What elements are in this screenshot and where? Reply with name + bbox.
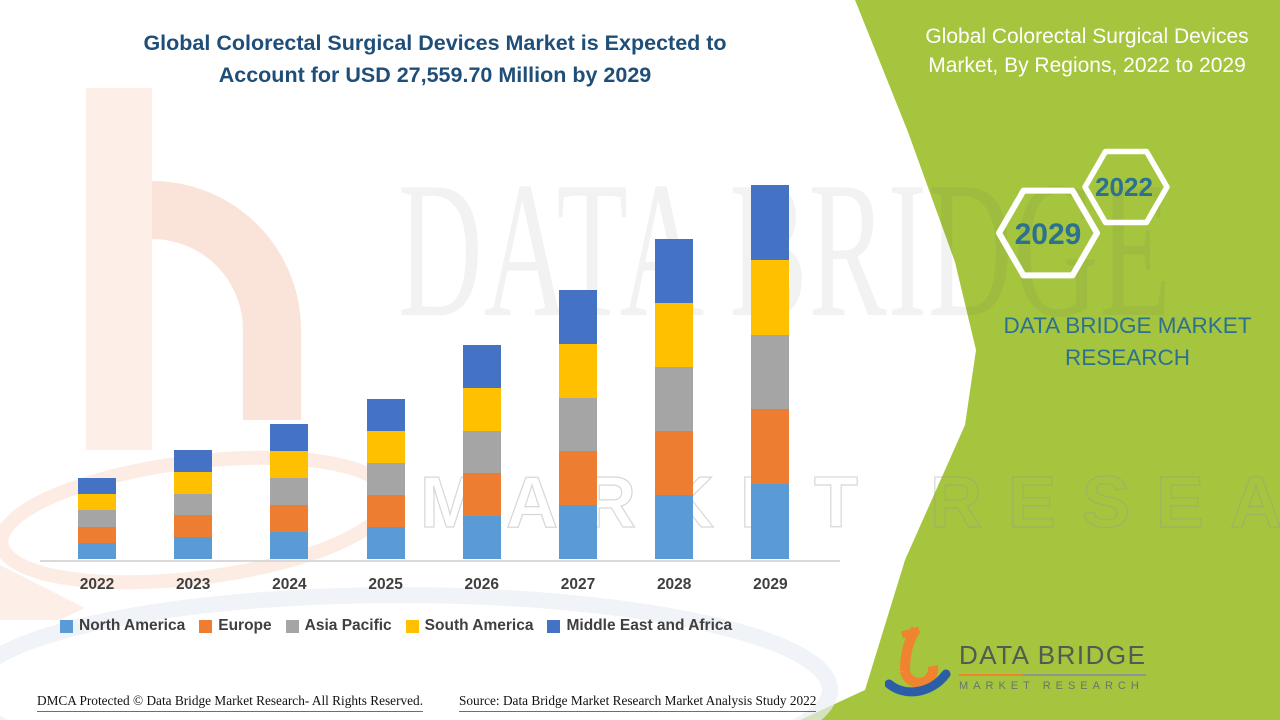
page-title-line2: Account for USD 27,559.70 Million by 202… [218,63,652,87]
logo-text-block: DATA BRIDGE MARKET RESEARCH [959,640,1147,692]
bar-segment-2028-europe [655,430,694,495]
bar-segment-2029-asia-pacific [751,334,790,410]
bar-segment-2023-asia-pacific [174,493,213,516]
bar-segment-2029-middle-east-and-africa [751,185,790,260]
source-note: Source: Data Bridge Market Research Mark… [459,693,817,712]
page-title-line1: Global Colorectal Surgical Devices Marke… [143,31,727,55]
page-title: Global Colorectal Surgical Devices Marke… [60,27,810,91]
bar-segment-2022-south-america [78,494,116,511]
legend-label: Asia Pacific [304,617,392,634]
legend-item-north-america: North America [60,617,185,635]
logo-brand-text: DATA BRIDGE [959,640,1147,670]
legend-label: Europe [218,617,272,634]
data-bridge-logo-icon [885,626,951,697]
bar-segment-2025-south-america [366,430,405,463]
legend-swatch-icon [199,619,213,633]
bar-segment-2027-middle-east-and-africa [559,290,597,344]
bar-segment-2025-europe [366,494,405,527]
x-axis-label-2028: 2028 [656,576,692,593]
legend-swatch-icon [547,619,561,633]
bar-segment-2024-south-america [270,450,309,478]
legend-label: South America [424,617,534,634]
bar-segment-2022-europe [78,526,116,543]
bar-segment-2028-north-america [655,494,694,559]
hexagon-2029-label: 2029 [1015,218,1082,251]
logo-tagline-text: MARKET RESEARCH [959,680,1144,692]
legend-item-middle-east-and-africa: Middle East and Africa [547,617,732,635]
x-axis-label-2026: 2026 [464,576,500,593]
bar-2024 [270,423,309,559]
side-panel-heading-line2: Market, By Regions, 2022 to 2029 [928,54,1246,77]
bar-segment-2027-north-america [559,505,597,559]
x-axis-label-2022: 2022 [79,576,115,593]
bar-segment-2024-europe [270,504,309,532]
side-panel-brand-line2: RESEARCH [1064,345,1191,370]
legend-swatch-icon [285,619,299,633]
bar-2023 [174,450,213,559]
bar-segment-2024-north-america [270,531,309,559]
chart-legend: North America Europe Asia Pacific South Ame… [60,617,732,635]
bar-segment-2026-middle-east-and-africa [462,344,501,388]
legend-item-europe: Europe [199,617,272,635]
bar-2022 [78,477,116,559]
bar-segment-2026-south-america [462,387,501,431]
legend-label: Middle East and Africa [566,617,733,634]
bar-segment-2026-asia-pacific [462,430,501,474]
x-axis-label-2029: 2029 [753,576,788,593]
x-axis-line [40,560,840,562]
bar-segment-2026-north-america [462,516,501,559]
bar-2025 [366,399,405,559]
bar-segment-2029-europe [751,409,790,485]
bar-segment-2023-europe [174,515,213,538]
bar-segment-2029-south-america [751,259,790,335]
bar-segment-2027-south-america [559,343,597,398]
hexagon-2022-label: 2022 [1095,172,1153,202]
bar-segment-2023-middle-east-and-africa [174,450,213,472]
bar-segment-2029-north-america [751,484,790,559]
bar-segment-2022-middle-east-and-africa [78,477,116,495]
bar-segment-2028-south-america [655,302,694,367]
bar-segment-2024-middle-east-and-africa [270,423,309,451]
bar-segment-2028-asia-pacific [655,366,694,431]
bar-segment-2022-asia-pacific [78,510,116,527]
legend-label: North America [79,617,186,634]
bar-segment-2025-asia-pacific [366,462,405,495]
side-panel-heading: Global Colorectal Surgical Devices Marke… [898,22,1276,80]
x-axis-label-2027: 2027 [560,576,596,593]
bar-segment-2022-north-america [78,542,116,559]
hexagon-year-badges: 2022 2029 [996,148,1170,279]
bar-segment-2027-asia-pacific [559,397,597,452]
side-panel-heading-line1: Global Colorectal Surgical Devices [925,25,1249,48]
bar-segment-2025-north-america [366,526,405,559]
legend-item-asia-pacific: Asia Pacific [285,617,392,635]
bar-segment-2028-middle-east-and-africa [655,239,694,303]
bar-segment-2027-europe [559,451,597,506]
bar-2028 [655,239,694,559]
legend-swatch-icon [405,619,419,633]
x-axis-label-2023: 2023 [175,576,211,593]
x-axis-label-2025: 2025 [368,576,403,593]
side-panel-brand-line1: DATA BRIDGE MARKET [1003,313,1252,338]
bar-segment-2023-north-america [174,537,213,559]
data-bridge-logo: DATA BRIDGE MARKET RESEARCH [885,626,1147,700]
bar-segment-2025-middle-east-and-africa [366,399,405,431]
side-panel-brand: DATA BRIDGE MARKET RESEARCH [955,310,1280,374]
bar-2029 [751,185,790,559]
x-axis-label-2024: 2024 [272,576,307,593]
logo-divider-line [959,674,1147,676]
bar-segment-2023-south-america [174,471,213,494]
bar-2027 [559,290,597,559]
hexagon-2029-shape [996,187,1100,279]
legend-swatch-icon [60,619,73,633]
dmca-notice: DMCA Protected © Data Bridge Market Rese… [37,693,424,712]
hexagon-2022-shape [1082,148,1170,226]
bar-segment-2024-asia-pacific [270,477,309,505]
bar-2026 [462,344,501,559]
bar-segment-2026-europe [462,473,501,517]
legend-item-south-america: South America [405,617,534,635]
